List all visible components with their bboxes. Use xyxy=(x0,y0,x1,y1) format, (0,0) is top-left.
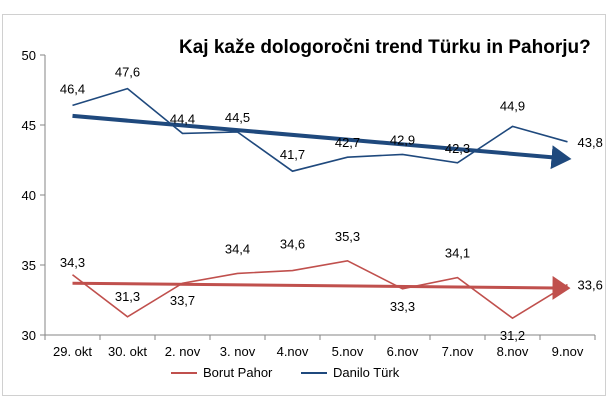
data-label-pahor: 31,2 xyxy=(500,328,525,343)
data-label-pahor: 34,3 xyxy=(60,255,85,270)
x-tick-label: 2. nov xyxy=(165,344,201,359)
y-tick-label: 35 xyxy=(22,258,36,273)
x-tick-label: 4.nov xyxy=(277,344,309,359)
x-tick-label: 29. okt xyxy=(53,344,92,359)
data-label-turk: 42,7 xyxy=(335,135,360,150)
x-tick-label: 30. okt xyxy=(108,344,147,359)
data-label-turk: 46,4 xyxy=(60,81,85,96)
series-line-turk xyxy=(72,87,568,173)
data-label-pahor: 31,3 xyxy=(115,289,140,304)
x-tick-label: 3. nov xyxy=(220,344,256,359)
data-label-turk: 42,3 xyxy=(445,141,470,156)
data-label-turk: 44,5 xyxy=(225,110,250,125)
chart-title: Kaj kaže dologoročni trend Türku in Paho… xyxy=(179,37,591,58)
data-label-pahor: 33,3 xyxy=(390,299,415,314)
series-line-pahor xyxy=(72,259,568,320)
x-tick-label: 7.nov xyxy=(442,344,474,359)
data-label-turk: 43,8 xyxy=(578,135,603,150)
x-tick-label: 6.nov xyxy=(387,344,419,359)
data-label-turk: 41,7 xyxy=(280,147,305,162)
data-label-pahor: 34,1 xyxy=(445,246,470,261)
data-label-turk: 44,9 xyxy=(500,98,525,113)
data-label-pahor: 33,7 xyxy=(170,293,195,308)
data-label-turk: 44,4 xyxy=(170,111,195,126)
data-label-turk: 42,9 xyxy=(390,132,415,147)
y-tick-label: 40 xyxy=(22,188,36,203)
data-label-pahor: 35,3 xyxy=(335,229,360,244)
y-tick-label: 50 xyxy=(22,48,36,63)
data-label-turk: 47,6 xyxy=(115,65,140,80)
legend-label-turk: Danilo Türk xyxy=(333,365,400,380)
data-label-pahor: 34,4 xyxy=(225,241,250,256)
x-tick-label: 9.nov xyxy=(552,344,584,359)
y-tick-label: 45 xyxy=(22,118,36,133)
line-chart: Kaj kaže dologoročni trend Türku in Paho… xyxy=(22,37,603,380)
x-tick-label: 5.nov xyxy=(332,344,364,359)
trend-line-turk xyxy=(72,113,572,170)
x-tick-label: 8.nov xyxy=(497,344,529,359)
chart-frame: Kaj kaže dologoročni trend Türku in Paho… xyxy=(2,14,606,396)
y-tick-label: 30 xyxy=(22,328,36,343)
data-label-pahor: 33,6 xyxy=(578,278,603,293)
data-label-pahor: 34,6 xyxy=(280,237,305,252)
trend-line-pahor xyxy=(72,275,571,300)
legend-label-pahor: Borut Pahor xyxy=(203,365,273,380)
